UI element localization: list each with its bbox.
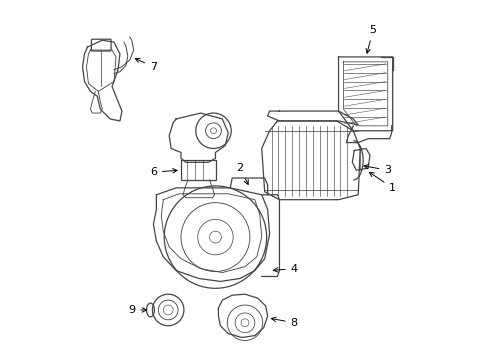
Text: 5: 5	[366, 25, 376, 53]
Text: 9: 9	[128, 305, 146, 315]
Text: 2: 2	[236, 163, 248, 184]
Bar	[181, 160, 216, 180]
FancyBboxPatch shape	[91, 39, 111, 51]
Text: 6: 6	[150, 167, 177, 177]
Text: 3: 3	[363, 165, 390, 175]
Text: 8: 8	[271, 317, 297, 328]
Text: 1: 1	[368, 172, 395, 193]
Text: 4: 4	[273, 264, 297, 274]
Text: 7: 7	[135, 58, 157, 72]
